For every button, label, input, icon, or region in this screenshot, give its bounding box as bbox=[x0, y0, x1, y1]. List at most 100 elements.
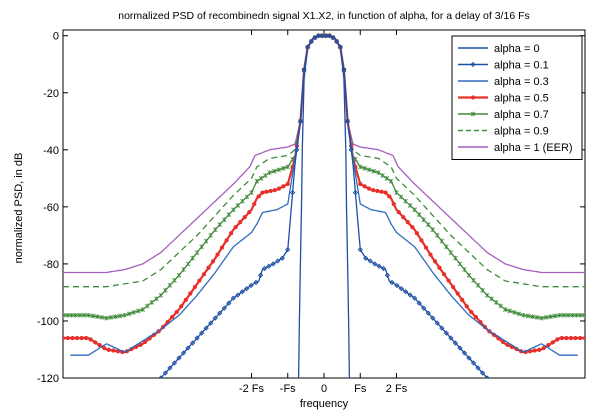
series-point-3 bbox=[174, 309, 179, 315]
series-point-4 bbox=[552, 313, 558, 319]
series-point-3 bbox=[464, 304, 469, 309]
series-point-4 bbox=[276, 167, 281, 173]
series-point-4 bbox=[574, 312, 579, 318]
series-point-4 bbox=[367, 167, 372, 173]
series-point-1 bbox=[434, 320, 440, 326]
series-point-1 bbox=[421, 305, 427, 311]
series-point-1 bbox=[448, 335, 454, 341]
series-point-1 bbox=[266, 263, 272, 269]
series-point-1 bbox=[297, 118, 304, 124]
series-point-3 bbox=[70, 335, 75, 341]
series-point-3 bbox=[276, 186, 282, 191]
legend-item: alpha = 0.5 bbox=[458, 93, 549, 105]
series-point-3 bbox=[93, 340, 98, 345]
series-point-3 bbox=[188, 291, 193, 296]
series-point-4 bbox=[254, 178, 260, 184]
series-point-1 bbox=[180, 350, 187, 356]
series-point-4 bbox=[561, 312, 567, 318]
series-point-4 bbox=[521, 312, 526, 318]
series-point-3 bbox=[414, 231, 420, 236]
series-point-4 bbox=[217, 222, 223, 227]
x-tick-label: 0 bbox=[321, 383, 327, 395]
x-axis-label: frequency bbox=[300, 398, 349, 410]
series-point-3 bbox=[410, 225, 415, 230]
series-point-4 bbox=[498, 303, 504, 309]
series-point-3 bbox=[437, 265, 442, 270]
legend-marker bbox=[470, 61, 476, 68]
series-point-1 bbox=[194, 335, 200, 341]
series-point-1 bbox=[363, 255, 369, 261]
series-point-1 bbox=[457, 345, 463, 351]
series-point-4 bbox=[231, 207, 236, 213]
series-point-1 bbox=[344, 118, 351, 124]
series-point-3 bbox=[473, 314, 478, 320]
series-point-4 bbox=[203, 238, 209, 244]
series-point-4 bbox=[122, 312, 127, 318]
series-point-4 bbox=[140, 307, 146, 312]
series-point-3 bbox=[285, 181, 290, 187]
series-point-1 bbox=[208, 320, 214, 326]
series-point-4 bbox=[154, 296, 159, 302]
series-point-1 bbox=[394, 282, 400, 289]
series-point-1 bbox=[484, 375, 490, 378]
series-point-3 bbox=[197, 278, 202, 283]
series-point-1 bbox=[162, 370, 169, 376]
series-point-4 bbox=[548, 314, 553, 319]
series-point-3 bbox=[423, 245, 429, 250]
series-point-3 bbox=[441, 272, 447, 277]
series-point-3 bbox=[383, 190, 388, 195]
series-point-3 bbox=[419, 238, 424, 243]
series-point-1 bbox=[352, 189, 359, 196]
series-point-1 bbox=[425, 310, 431, 316]
series-point-4 bbox=[384, 176, 390, 181]
series-point-1 bbox=[407, 292, 413, 298]
y-tick-label: -60 bbox=[43, 202, 59, 214]
series-point-4 bbox=[176, 273, 182, 278]
series-point-3 bbox=[391, 201, 396, 207]
series-line-0 bbox=[297, 35, 351, 378]
series-point-1 bbox=[384, 272, 391, 278]
legend-item: alpha = 0.7 bbox=[458, 109, 549, 121]
series-point-3 bbox=[272, 187, 277, 193]
series-point-4 bbox=[104, 315, 109, 321]
series-point-4 bbox=[226, 212, 232, 217]
series-point-1 bbox=[470, 360, 477, 366]
series-point-3 bbox=[366, 186, 372, 191]
series-point-4 bbox=[388, 178, 394, 184]
x-tick-label: 2 Fs bbox=[386, 383, 408, 395]
series-point-1 bbox=[226, 300, 232, 306]
series-point-4 bbox=[108, 315, 114, 320]
series-point-1 bbox=[285, 247, 291, 253]
series-point-4 bbox=[163, 287, 168, 293]
series-point-4 bbox=[81, 312, 87, 318]
series-point-1 bbox=[261, 265, 268, 272]
series-point-3 bbox=[405, 220, 410, 225]
series-point-4 bbox=[578, 312, 584, 318]
series-point-3 bbox=[206, 265, 211, 270]
series-point-3 bbox=[63, 335, 66, 341]
series-point-3 bbox=[65, 335, 70, 341]
series-point-1 bbox=[171, 360, 178, 366]
series-point-3 bbox=[106, 347, 111, 352]
series-point-1 bbox=[167, 365, 173, 371]
chart-title: normalized PSD of recombinedn signal X1.… bbox=[118, 10, 529, 22]
series-point-4 bbox=[194, 250, 200, 255]
series-point-4 bbox=[235, 203, 241, 208]
series-point-4 bbox=[489, 296, 494, 302]
legend-label: alpha = 0.3 bbox=[494, 76, 549, 88]
series-point-4 bbox=[371, 168, 377, 174]
series-point-1 bbox=[466, 355, 472, 361]
series-point-4 bbox=[131, 310, 136, 315]
legend-label: alpha = 0.1 bbox=[494, 60, 549, 72]
series-point-4 bbox=[362, 166, 368, 171]
series-point-4 bbox=[570, 312, 575, 318]
legend-item: alpha = 0.9 bbox=[458, 126, 549, 138]
series-point-4 bbox=[190, 255, 195, 261]
series-point-4 bbox=[475, 282, 481, 288]
series-point-1 bbox=[294, 147, 300, 153]
series-point-1 bbox=[380, 265, 387, 272]
series-point-3 bbox=[111, 348, 116, 353]
series-point-4 bbox=[530, 314, 535, 319]
series-point-1 bbox=[203, 325, 209, 331]
legend: alpha = 0 alpha = 0.1 alpha = 0.3 alpha = 0… bbox=[451, 35, 583, 160]
